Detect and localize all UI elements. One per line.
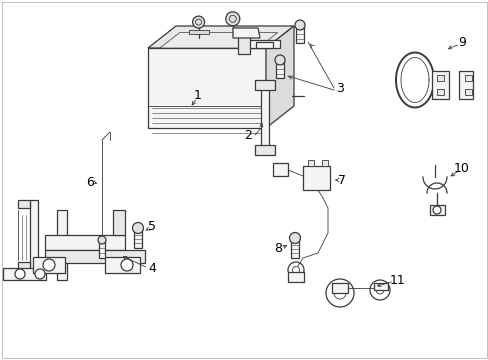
Circle shape xyxy=(192,16,204,28)
Polygon shape xyxy=(148,48,265,128)
Polygon shape xyxy=(148,26,293,48)
Polygon shape xyxy=(303,166,329,190)
Polygon shape xyxy=(57,210,67,280)
Polygon shape xyxy=(99,240,105,258)
Text: 6: 6 xyxy=(86,176,94,189)
Polygon shape xyxy=(295,25,304,43)
Text: 8: 8 xyxy=(273,242,282,255)
Polygon shape xyxy=(290,238,298,258)
Polygon shape xyxy=(18,200,30,208)
Polygon shape xyxy=(245,40,280,48)
Polygon shape xyxy=(188,30,208,34)
Polygon shape xyxy=(331,283,347,293)
Polygon shape xyxy=(464,75,471,81)
Text: 1: 1 xyxy=(194,89,202,102)
Polygon shape xyxy=(30,200,38,270)
Polygon shape xyxy=(105,257,140,273)
Text: 4: 4 xyxy=(148,261,156,274)
Text: 2: 2 xyxy=(244,129,251,141)
Circle shape xyxy=(35,269,45,279)
Polygon shape xyxy=(256,42,272,48)
Polygon shape xyxy=(160,33,277,48)
Text: 7: 7 xyxy=(337,174,346,186)
Text: 10: 10 xyxy=(453,162,469,175)
Circle shape xyxy=(294,20,305,30)
Polygon shape xyxy=(321,160,327,166)
Circle shape xyxy=(289,233,300,243)
Polygon shape xyxy=(436,75,443,81)
Polygon shape xyxy=(238,34,249,54)
Polygon shape xyxy=(429,205,444,215)
Circle shape xyxy=(121,259,133,271)
Polygon shape xyxy=(254,145,274,155)
Text: 11: 11 xyxy=(389,274,405,287)
Circle shape xyxy=(432,206,440,214)
Polygon shape xyxy=(254,80,274,90)
Polygon shape xyxy=(3,268,46,280)
Text: 3: 3 xyxy=(335,81,343,95)
Circle shape xyxy=(132,222,143,234)
Text: 9: 9 xyxy=(457,36,465,49)
Polygon shape xyxy=(45,235,125,250)
Text: 5: 5 xyxy=(148,220,156,233)
Polygon shape xyxy=(431,71,448,99)
Circle shape xyxy=(15,269,25,279)
Polygon shape xyxy=(18,262,30,270)
Circle shape xyxy=(43,259,55,271)
Polygon shape xyxy=(134,228,142,248)
Circle shape xyxy=(225,12,239,26)
Polygon shape xyxy=(113,210,125,235)
Polygon shape xyxy=(307,160,313,166)
Polygon shape xyxy=(287,272,304,282)
Polygon shape xyxy=(45,250,145,263)
Circle shape xyxy=(274,55,285,65)
Polygon shape xyxy=(275,60,284,78)
Polygon shape xyxy=(33,257,65,273)
Polygon shape xyxy=(272,163,287,176)
Polygon shape xyxy=(458,71,472,99)
Polygon shape xyxy=(265,26,293,128)
Polygon shape xyxy=(436,89,443,95)
Polygon shape xyxy=(373,283,387,290)
Polygon shape xyxy=(261,85,268,150)
Polygon shape xyxy=(464,89,471,95)
Polygon shape xyxy=(232,28,260,38)
Circle shape xyxy=(98,236,106,244)
